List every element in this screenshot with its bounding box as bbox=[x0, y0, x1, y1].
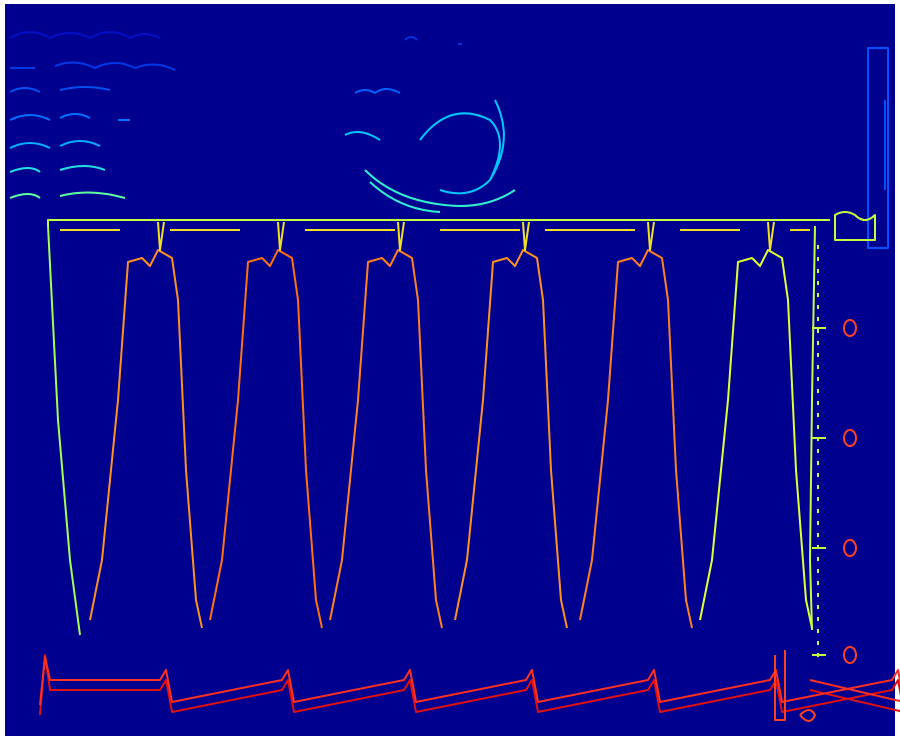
plot-background bbox=[5, 4, 895, 736]
page: (() => { const svg = document.getElement… bbox=[0, 0, 900, 740]
edge-image bbox=[0, 0, 900, 740]
